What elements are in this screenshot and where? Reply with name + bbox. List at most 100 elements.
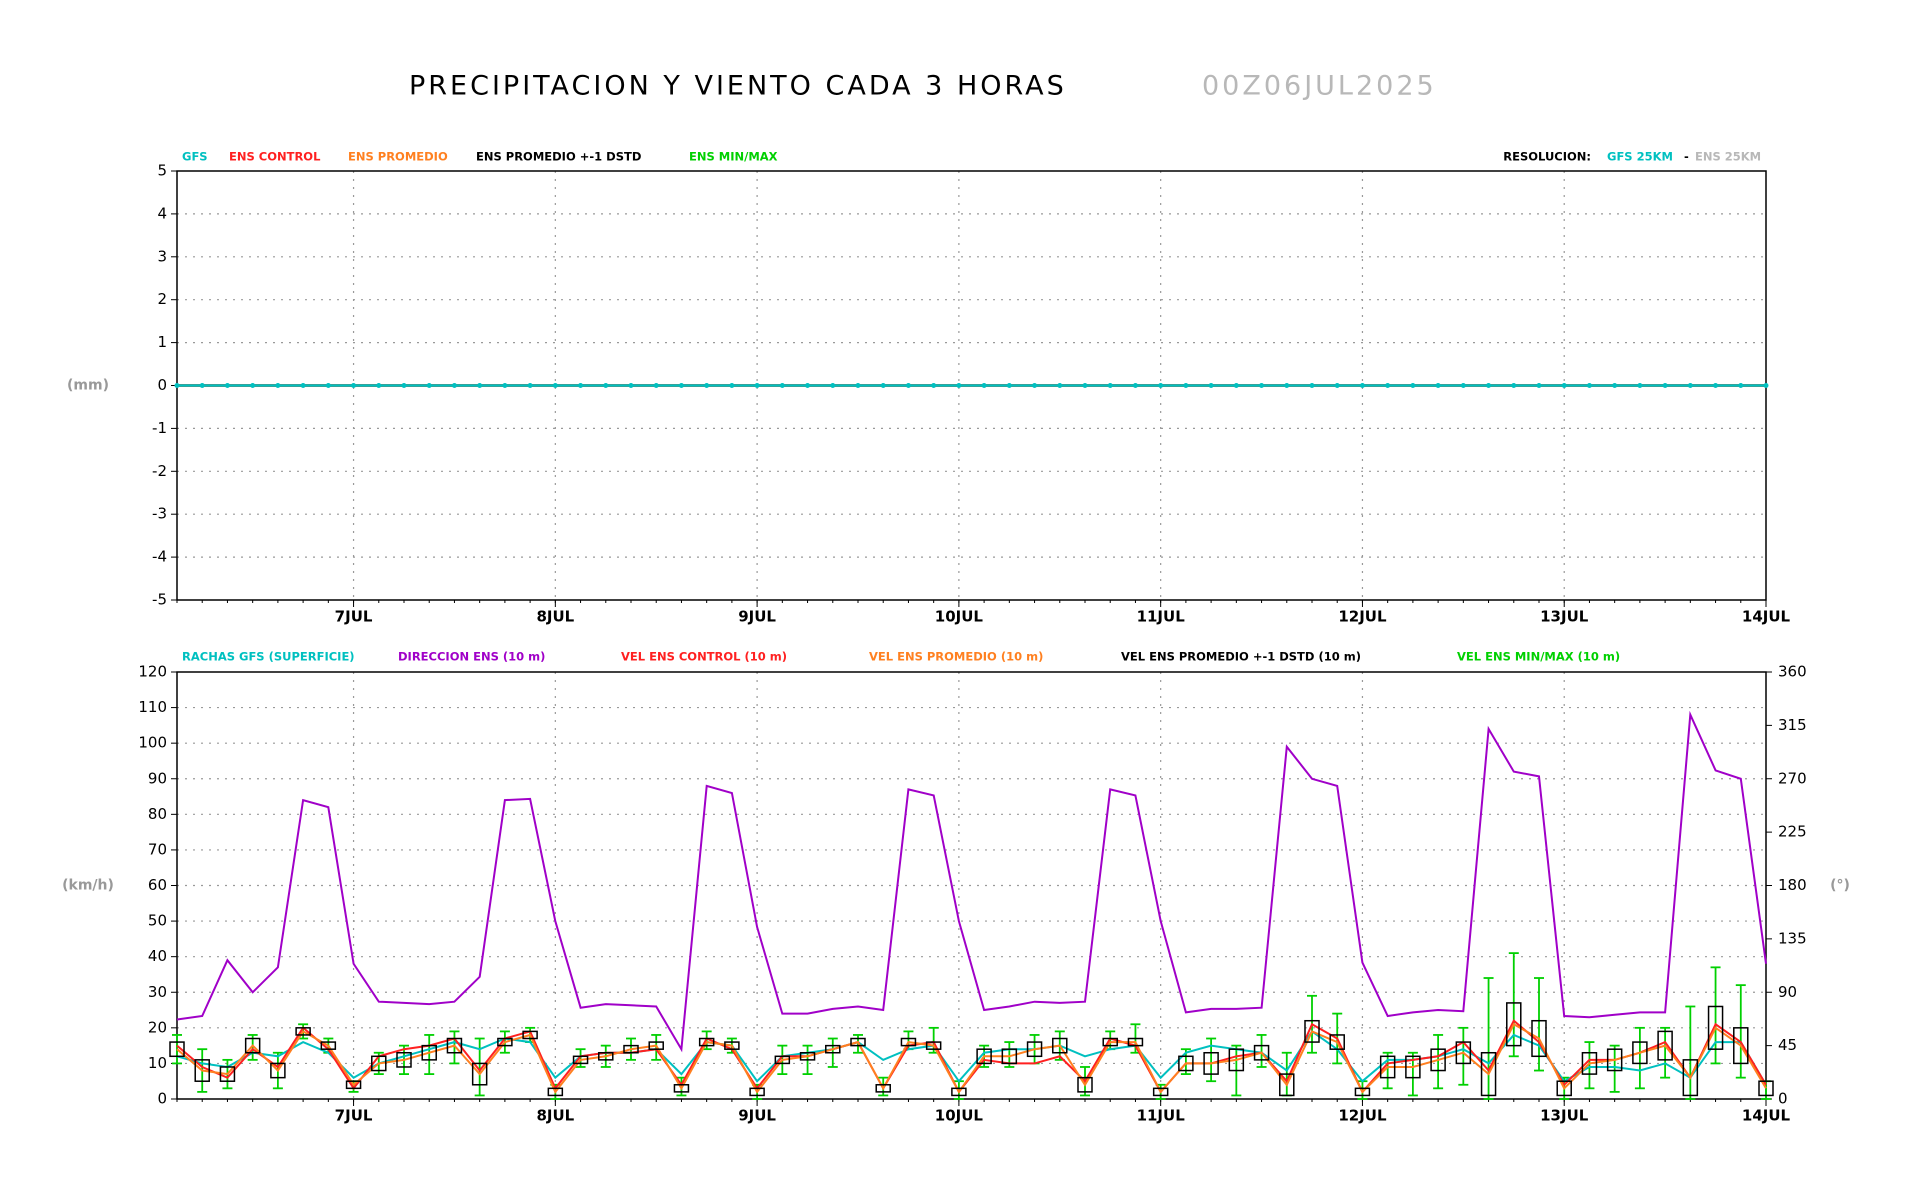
y-axis-label: (km/h) <box>62 878 114 894</box>
std-box <box>1052 1037 1068 1054</box>
series-point <box>1032 383 1038 388</box>
std-box <box>471 1062 488 1086</box>
y-tick-label: 90 <box>148 769 167 787</box>
std-box <box>1329 1034 1345 1050</box>
series-point <box>250 383 256 388</box>
std-box <box>951 1087 967 1097</box>
series-point <box>1233 383 1239 388</box>
series-point <box>300 383 306 388</box>
y-tick-label: 50 <box>148 912 167 930</box>
legend-label: ENS MIN/MAX <box>689 150 778 164</box>
y2-tick-label: 270 <box>1778 769 1807 787</box>
series-line <box>176 1022 1767 1094</box>
y-tick-label: 70 <box>148 840 167 858</box>
std-box <box>1102 1037 1118 1047</box>
y-tick-label: -3 <box>152 505 167 523</box>
std-box <box>194 1059 210 1082</box>
series-point <box>1183 383 1189 388</box>
x-tick-label: 14JUL <box>1742 608 1791 626</box>
x-tick-label: 11JUL <box>1137 608 1186 626</box>
y-tick-label: 5 <box>157 162 167 180</box>
std-box <box>799 1051 816 1061</box>
std-box <box>976 1048 992 1065</box>
std-box <box>1152 1087 1169 1097</box>
series-point <box>1662 383 1668 388</box>
series-point <box>426 383 432 388</box>
series-point <box>1158 383 1164 388</box>
resolution-ens: ENS 25KM <box>1695 150 1761 164</box>
std-box <box>1581 1051 1598 1075</box>
y-tick-label: 80 <box>148 805 167 823</box>
std-box <box>1354 1087 1371 1097</box>
legend-label: RACHAS GFS (SUPERFICIE) <box>182 650 355 664</box>
std-box <box>1127 1037 1144 1047</box>
series-point <box>1208 383 1214 388</box>
series-point <box>1561 383 1567 388</box>
std-box <box>1228 1048 1245 1072</box>
series-point <box>855 383 861 388</box>
std-box <box>825 1044 841 1054</box>
std-box <box>169 1041 185 1058</box>
series-point <box>451 383 457 388</box>
std-box <box>648 1041 664 1050</box>
y-tick-label: 40 <box>148 947 167 965</box>
x-tick-label: 9JUL <box>738 608 776 626</box>
y2-tick-label: 360 <box>1778 663 1807 681</box>
series-point <box>1511 383 1517 388</box>
legend-label: VEL ENS CONTROL (10 m) <box>621 650 787 664</box>
y2-tick-label: 225 <box>1778 823 1807 841</box>
series-point <box>1107 383 1113 388</box>
std-box <box>371 1055 387 1072</box>
y-tick-label: 4 <box>157 204 167 222</box>
std-box <box>1026 1041 1043 1058</box>
std-box <box>698 1037 715 1047</box>
series-point <box>351 383 357 388</box>
series-point <box>401 383 407 388</box>
plot-frame <box>176 671 1767 1100</box>
std-box <box>1606 1048 1623 1072</box>
series-point <box>325 383 331 388</box>
title: PRECIPITACION Y VIENTO CADA 3 HORAS <box>409 71 1067 102</box>
series-point <box>905 383 911 388</box>
series-point <box>678 383 684 388</box>
resolution-gfs: GFS 25KM <box>1607 150 1673 164</box>
series-point <box>1713 383 1719 388</box>
series-point <box>1410 383 1416 388</box>
y2-tick-label: 90 <box>1778 983 1797 1001</box>
std-box <box>1178 1055 1194 1072</box>
x-tick-label: 9JUL <box>738 1107 776 1125</box>
std-box <box>1556 1080 1572 1097</box>
std-box <box>1253 1044 1270 1061</box>
std-box <box>1430 1048 1446 1072</box>
y-axis-label: (mm) <box>67 378 109 394</box>
std-box <box>1455 1041 1472 1065</box>
run-date: 00Z06JUL2025 <box>1202 71 1437 102</box>
y-tick-label: 20 <box>148 1018 167 1036</box>
series-line <box>176 1019 1767 1094</box>
y-tick-label: -4 <box>152 548 167 566</box>
y-tick-label: 110 <box>138 698 167 716</box>
std-box <box>1632 1041 1648 1065</box>
std-box <box>673 1084 690 1093</box>
std-box <box>396 1051 412 1068</box>
y-tick-label: 60 <box>148 876 167 894</box>
series-point <box>729 383 735 388</box>
series-point <box>1486 383 1492 388</box>
legend-label: GFS <box>182 150 208 164</box>
series-point <box>1536 383 1542 388</box>
std-box <box>925 1041 942 1050</box>
series-point <box>653 383 659 388</box>
series-point <box>1763 383 1769 388</box>
y-tick-label: 0 <box>157 1090 167 1108</box>
series-point <box>1687 383 1693 388</box>
std-box <box>547 1087 564 1097</box>
std-box <box>1077 1076 1093 1093</box>
std-box <box>244 1037 261 1054</box>
series-point <box>880 383 886 388</box>
resolution-label: RESOLUCION: <box>1503 150 1591 164</box>
x-tick-label: 8JUL <box>536 1107 574 1125</box>
std-box <box>900 1037 917 1047</box>
std-box <box>270 1062 286 1079</box>
std-box <box>497 1037 513 1047</box>
std-box <box>446 1037 463 1054</box>
